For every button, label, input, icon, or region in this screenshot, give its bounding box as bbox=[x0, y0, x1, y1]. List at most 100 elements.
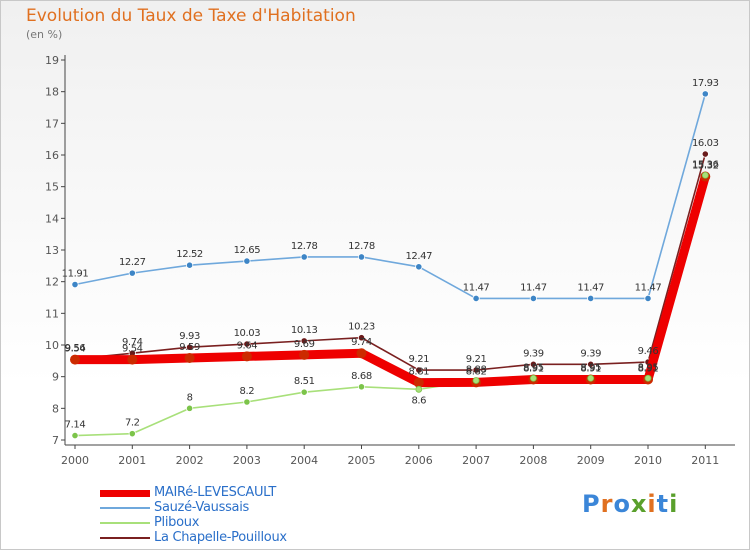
data-point bbox=[184, 352, 195, 363]
y-tick-label: 11 bbox=[45, 307, 59, 320]
series-line-mair-levescault bbox=[75, 175, 710, 388]
data-label: 9.54 bbox=[122, 344, 143, 355]
y-tick-label: 7 bbox=[52, 434, 59, 447]
legend-swatch bbox=[100, 522, 150, 524]
data-point bbox=[70, 354, 80, 365]
logo-letter: t bbox=[656, 490, 670, 518]
y-tick-label: 13 bbox=[45, 244, 59, 257]
data-label: 10.23 bbox=[348, 322, 375, 333]
legend-swatch bbox=[100, 537, 150, 539]
x-tick-label: 2010 bbox=[634, 454, 662, 467]
data-label: 12.78 bbox=[291, 241, 318, 252]
data-point bbox=[644, 374, 652, 382]
data-label: 8.6 bbox=[411, 395, 426, 406]
data-point bbox=[415, 366, 423, 374]
data-label: 12.52 bbox=[176, 249, 203, 260]
chart-subtitle: (en %) bbox=[26, 28, 63, 41]
data-point bbox=[530, 374, 537, 382]
data-label: 10.03 bbox=[234, 328, 261, 339]
series-line-pliboux bbox=[74, 175, 707, 437]
data-point bbox=[415, 385, 423, 393]
data-label: 9.93 bbox=[179, 331, 200, 342]
x-tick-label: 2001 bbox=[118, 454, 146, 467]
data-label: 8 bbox=[187, 392, 193, 403]
data-point bbox=[357, 253, 366, 261]
series-line-la-chapelle-pouilloux bbox=[74, 153, 707, 371]
data-point bbox=[71, 280, 79, 289]
data-label: 11.47 bbox=[577, 282, 604, 293]
data-label: 8.95 bbox=[638, 362, 659, 373]
data-label: 11.47 bbox=[635, 282, 662, 293]
data-point bbox=[186, 343, 194, 351]
data-label: 12.47 bbox=[405, 251, 432, 262]
data-point bbox=[587, 360, 595, 368]
y-tick-label: 10 bbox=[45, 339, 59, 352]
data-label: 11.47 bbox=[520, 282, 547, 293]
data-point bbox=[357, 334, 366, 342]
data-label: 9.21 bbox=[466, 354, 487, 365]
data-label: 8.91 bbox=[638, 364, 659, 375]
data-point bbox=[243, 340, 251, 348]
data-point bbox=[186, 404, 194, 412]
data-point bbox=[243, 398, 251, 406]
data-label: 10.13 bbox=[291, 325, 318, 336]
data-label: 8.82 bbox=[466, 366, 487, 377]
logo-letter: P bbox=[582, 490, 601, 518]
x-tick-label: 2002 bbox=[176, 454, 204, 467]
logo-letter: i bbox=[669, 490, 679, 518]
data-label: 16.03 bbox=[692, 138, 719, 149]
logo-letter: o bbox=[613, 490, 631, 518]
data-point bbox=[472, 294, 480, 303]
y-tick-label: 17 bbox=[45, 117, 59, 130]
data-point bbox=[529, 294, 538, 303]
legend-label: La Chapelle-Pouilloux bbox=[154, 530, 287, 545]
data-point bbox=[299, 349, 310, 360]
logo-letter: i bbox=[647, 490, 657, 518]
x-tick-label: 2007 bbox=[462, 454, 490, 467]
data-point bbox=[300, 337, 308, 345]
data-label: 12.27 bbox=[119, 257, 146, 268]
data-label: 9.39 bbox=[523, 348, 544, 359]
legend-label: Pliboux bbox=[154, 515, 200, 530]
y-tick-label: 14 bbox=[45, 212, 59, 225]
data-label: 15.32 bbox=[692, 161, 719, 172]
data-label: 8.51 bbox=[294, 376, 315, 387]
y-tick-label: 8 bbox=[52, 402, 59, 415]
data-label: 8.95 bbox=[580, 362, 601, 373]
legend-label: Sauzé-Vaussais bbox=[154, 500, 249, 515]
data-label: 7.2 bbox=[125, 418, 140, 429]
data-label: 9.59 bbox=[179, 342, 200, 353]
data-label: 9.56 bbox=[65, 343, 86, 354]
data-point bbox=[472, 377, 480, 384]
data-point bbox=[472, 366, 480, 374]
logo-letter: r bbox=[600, 490, 614, 518]
x-tick-label: 2005 bbox=[348, 454, 376, 467]
data-label: 9.64 bbox=[237, 340, 258, 351]
data-point bbox=[644, 294, 652, 303]
y-tick-label: 18 bbox=[45, 86, 59, 99]
data-point bbox=[587, 374, 595, 382]
logo-letter: x bbox=[630, 490, 648, 518]
data-label: 8.2 bbox=[240, 386, 255, 397]
x-tick-label: 2000 bbox=[61, 454, 89, 467]
data-point bbox=[356, 348, 367, 359]
data-point bbox=[413, 377, 424, 388]
data-point bbox=[701, 150, 709, 158]
data-label: 15.36 bbox=[692, 159, 719, 170]
data-label: 8.91 bbox=[580, 364, 601, 375]
y-tick-label: 19 bbox=[45, 54, 59, 67]
data-label: 9.21 bbox=[408, 354, 429, 365]
data-label: 8.88 bbox=[466, 364, 487, 375]
data-label: 9.46 bbox=[638, 346, 659, 357]
data-label: 9.69 bbox=[294, 339, 315, 350]
data-label: 9.74 bbox=[351, 337, 372, 348]
data-label: 12.65 bbox=[234, 245, 261, 256]
data-label: 11.91 bbox=[62, 269, 89, 280]
y-tick-label: 9 bbox=[52, 371, 59, 384]
data-point bbox=[357, 383, 366, 391]
y-tick-label: 16 bbox=[45, 149, 59, 162]
data-point bbox=[300, 388, 308, 396]
data-label: 8.81 bbox=[408, 367, 429, 378]
data-point bbox=[241, 351, 252, 362]
